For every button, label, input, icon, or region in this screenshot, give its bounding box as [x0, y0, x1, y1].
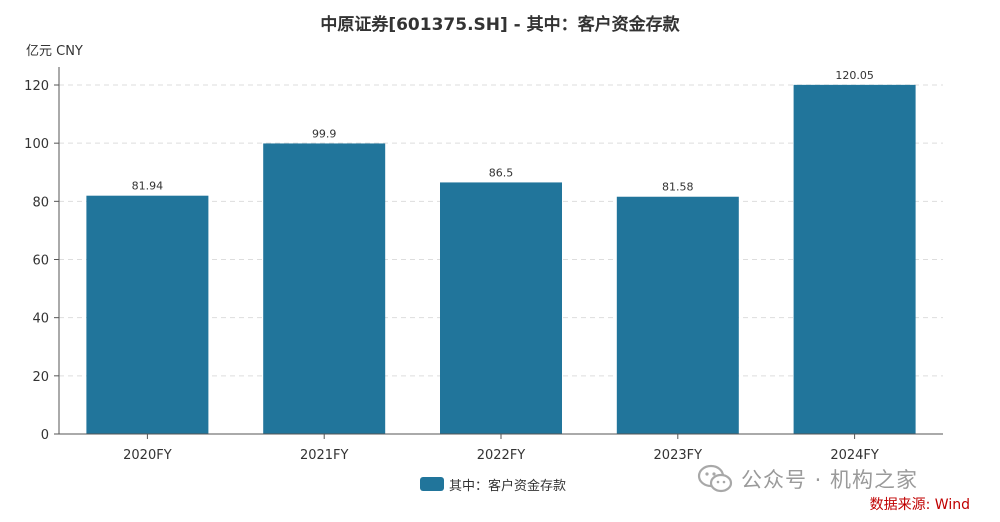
wechat-icon	[697, 464, 733, 493]
y-tick-label: 120	[24, 79, 49, 94]
x-tick-label: 2021FY	[300, 448, 349, 463]
bar[interactable]	[793, 84, 916, 434]
data-label: 81.94	[132, 180, 164, 193]
x-tick-label: 2020FY	[123, 448, 172, 463]
y-tick-label: 0	[41, 428, 49, 443]
bar[interactable]	[440, 182, 562, 434]
y-tick-label: 100	[24, 137, 49, 152]
chart-title: 中原证券[601375.SH] - 其中：客户资金存款	[320, 15, 680, 35]
y-tick-label: 40	[32, 312, 49, 327]
bars	[86, 84, 916, 434]
data-label: 120.05	[835, 69, 874, 82]
legend-label: 其中：客户资金存款	[449, 478, 567, 494]
data-label: 86.5	[489, 166, 514, 179]
y-axis-ticks: 0 20 40 60 80 100 120	[24, 79, 59, 443]
x-tick-label: 2022FY	[477, 448, 526, 463]
bar[interactable]	[616, 196, 739, 434]
x-tick-label: 2024FY	[830, 448, 879, 463]
watermark: 公众号 · 机构之家	[697, 464, 918, 494]
data-label: 81.58	[662, 181, 694, 194]
bar[interactable]	[86, 195, 209, 434]
y-tick-label: 80	[32, 195, 49, 210]
data-label: 99.9	[312, 127, 337, 140]
y-axis-label: 亿元 CNY	[26, 44, 83, 59]
legend[interactable]: 其中：客户资金存款	[420, 476, 567, 494]
watermark-text: 公众号 · 机构之家	[741, 468, 919, 492]
bar[interactable]	[263, 143, 386, 434]
source-note: 数据来源: Wind	[869, 497, 970, 513]
x-tick-label: 2023FY	[654, 448, 703, 463]
y-tick-label: 60	[32, 254, 49, 269]
data-labels: 81.94 99.9 86.5 81.58 120.05	[132, 69, 874, 194]
y-tick-label: 20	[32, 370, 49, 385]
legend-swatch	[420, 477, 444, 491]
x-axis-ticks: 2020FY 2021FY 2022FY 2023FY 2024FY	[123, 434, 879, 463]
